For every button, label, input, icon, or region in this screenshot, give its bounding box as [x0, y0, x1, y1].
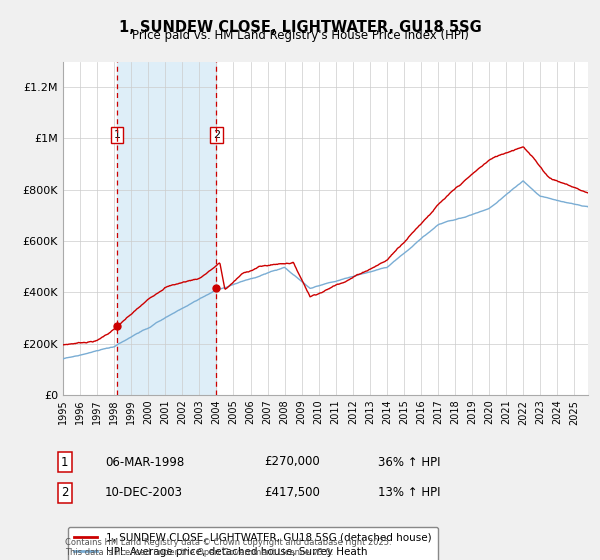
Text: 36% ↑ HPI: 36% ↑ HPI — [378, 455, 440, 469]
Text: 2: 2 — [213, 130, 220, 140]
Text: 1: 1 — [114, 130, 121, 140]
Text: 1, SUNDEW CLOSE, LIGHTWATER, GU18 5SG: 1, SUNDEW CLOSE, LIGHTWATER, GU18 5SG — [119, 20, 481, 35]
Text: Contains HM Land Registry data © Crown copyright and database right 2025.
This d: Contains HM Land Registry data © Crown c… — [65, 538, 391, 557]
Legend: 1, SUNDEW CLOSE, LIGHTWATER, GU18 5SG (detached house), HPI: Average price, deta: 1, SUNDEW CLOSE, LIGHTWATER, GU18 5SG (d… — [68, 526, 437, 560]
Text: 13% ↑ HPI: 13% ↑ HPI — [378, 486, 440, 500]
Bar — [117, 62, 217, 395]
Text: Price paid vs. HM Land Registry's House Price Index (HPI): Price paid vs. HM Land Registry's House … — [131, 29, 469, 42]
Text: £417,500: £417,500 — [264, 486, 320, 500]
Text: £270,000: £270,000 — [264, 455, 320, 469]
Text: 2: 2 — [61, 486, 68, 500]
Text: 1: 1 — [61, 455, 68, 469]
Text: 06-MAR-1998: 06-MAR-1998 — [105, 455, 184, 469]
Text: 10-DEC-2003: 10-DEC-2003 — [105, 486, 183, 500]
